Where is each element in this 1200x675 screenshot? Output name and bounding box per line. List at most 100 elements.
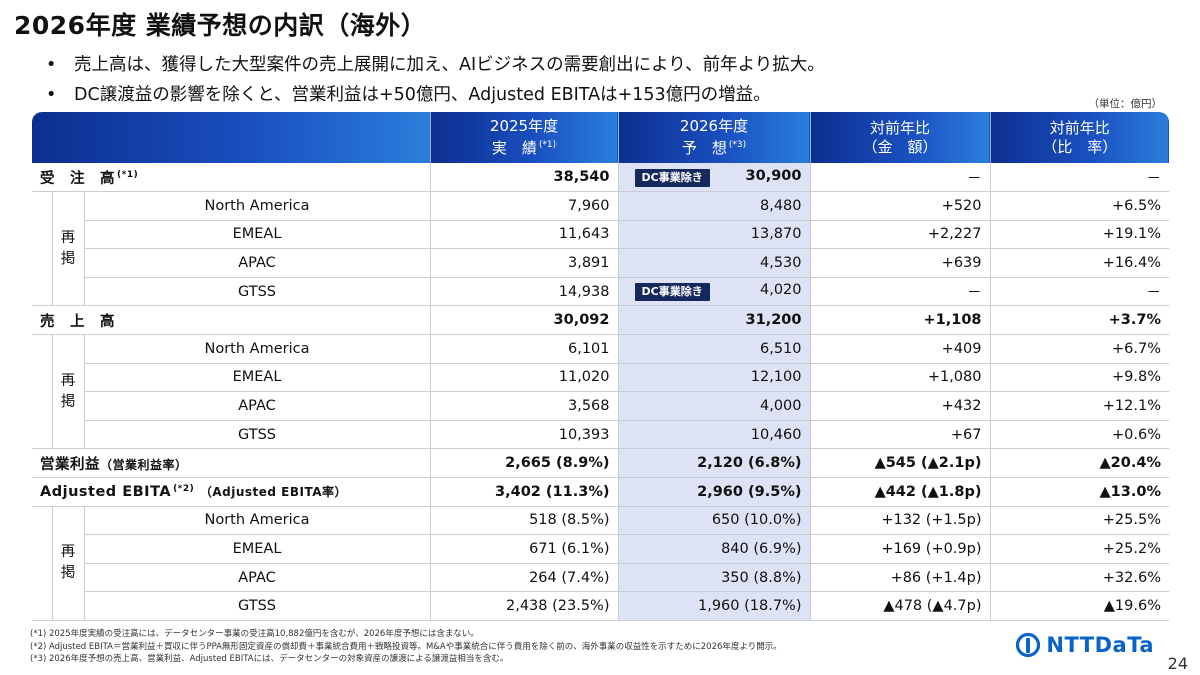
ntt-data-logo-icon <box>1016 632 1041 658</box>
page-title: 2026年度 業績予想の内訳（海外） <box>14 11 427 40</box>
indent-stub <box>32 191 52 307</box>
logo-text: NTTDaTa <box>1046 633 1154 657</box>
cell-value: 30,092 <box>429 305 618 336</box>
row-label-sales: 売 上 高 <box>32 305 430 336</box>
cell-value: 650 (10.0%) <box>617 506 811 536</box>
page-number: 24 <box>1167 654 1188 673</box>
cell-value: +86 (+1.4p) <box>810 563 990 593</box>
cell-value: 518 (8.5%) <box>429 506 618 536</box>
cell-value: － <box>810 277 990 307</box>
cell-value: 11,643 <box>429 220 618 250</box>
cell-value: DC事業除き 4,020 <box>617 277 811 307</box>
table-row: 再掲 North America 6,101 6,510 +409 +6.7% <box>32 334 1169 450</box>
cell-value: +169 (+0.9p) <box>810 534 990 564</box>
cell-value: +520 <box>810 191 990 221</box>
cell-value: 3,568 <box>429 391 618 421</box>
cell-value: DC事業除き 30,900 <box>617 163 811 193</box>
cell-value: +1,080 <box>810 363 990 393</box>
region-label: EMEAL <box>83 534 430 564</box>
cell-value: － <box>810 163 990 193</box>
cell-value: ▲545 (▲2.1p) <box>810 448 990 479</box>
footnote: (*1) 2025年度実績の受注高には、データセンター事業の受注高10,882億… <box>30 629 479 639</box>
cell-value: － <box>989 277 1169 307</box>
cell-value: ▲442 (▲1.8p) <box>810 477 990 507</box>
cell-value: 3,891 <box>429 248 618 278</box>
reposted-label: 再掲 <box>51 191 84 307</box>
cell-value: +6.7% <box>989 334 1169 364</box>
region-label: APAC <box>83 391 430 421</box>
region-label: GTSS <box>83 277 430 307</box>
cell-value: 13,870 <box>617 220 811 250</box>
cell-value: +2,227 <box>810 220 990 250</box>
cell-value: 6,101 <box>429 334 618 364</box>
table-row: APAC 3,891 4,530 +639 +16.4% <box>32 248 1169 278</box>
cell-value: 671 (6.1%) <box>429 534 618 564</box>
row-label-adjusted-ebita: Adjusted EBITA (*2) （Adjusted EBITA率） <box>32 477 430 507</box>
table-header-row: 2025年度 実 績 (*1) 2026年度 予 想 (*3) 対前年比 （金 額）… <box>32 112 1169 163</box>
bullet-item: 売上高は、獲得した大型案件の売上展開に加え、AIビジネスの需要創出により、前年よ… <box>46 50 825 80</box>
cell-value: +132 (+1.5p) <box>810 506 990 536</box>
cell-value: +25.5% <box>989 506 1169 536</box>
table-row-orders: 受 注 高 (*1) 38,540 DC事業除き 30,900 － － <box>32 163 1169 193</box>
cell-value: +409 <box>810 334 990 364</box>
cell-value: +12.1% <box>989 391 1169 421</box>
cell-value: +3.7% <box>989 305 1169 336</box>
table-row-operating-profit: 営業利益（営業利益率） 2,665 (8.9%) 2,120 (6.8%) ▲5… <box>32 448 1169 479</box>
cell-value: ▲19.6% <box>989 591 1169 621</box>
table-row: APAC 3,568 4,000 +432 +12.1% <box>32 391 1169 421</box>
cell-value: 1,960 (18.7%) <box>617 591 811 621</box>
cell-value: ▲13.0% <box>989 477 1169 507</box>
cell-value: +25.2% <box>989 534 1169 564</box>
cell-value: +6.5% <box>989 191 1169 221</box>
cell-value: 12,100 <box>617 363 811 393</box>
cell-value: － <box>989 163 1169 193</box>
row-label-operating-profit: 営業利益（営業利益率） <box>32 448 430 479</box>
cell-value: 840 (6.9%) <box>617 534 811 564</box>
region-label: APAC <box>83 563 430 593</box>
row-label-orders: 受 注 高 (*1) <box>32 163 430 193</box>
cell-value: 11,020 <box>429 363 618 393</box>
region-label: North America <box>83 334 430 364</box>
table-row: EMEAL 11,020 12,100 +1,080 +9.8% <box>32 363 1169 393</box>
table-row: EMEAL 671 (6.1%) 840 (6.9%) +169 (+0.9p)… <box>32 534 1169 564</box>
footnotes: (*1) 2025年度実績の受注高には、データセンター事業の受注高10,882億… <box>30 628 782 666</box>
cell-value: 8,480 <box>617 191 811 221</box>
table-row: GTSS 2,438 (23.5%) 1,960 (18.7%) ▲478 (▲… <box>32 591 1169 621</box>
cell-value: +1,108 <box>810 305 990 336</box>
region-label: GTSS <box>83 420 430 450</box>
header-yoy-ratio: 対前年比 （比 率） <box>989 112 1169 163</box>
cell-value: +639 <box>810 248 990 278</box>
cell-value: 2,960 (9.5%) <box>617 477 811 507</box>
dc-excluded-badge: DC事業除き <box>634 283 710 302</box>
cell-value: 38,540 <box>429 163 618 193</box>
footnote: (*3) 2026年度予想の売上高、営業利益、Adjusted EBITAには、… <box>30 654 509 664</box>
header-fy2026-forecast: 2026年度 予 想 (*3) <box>617 112 810 163</box>
table-row: GTSS 14,938 DC事業除き 4,020 － － <box>32 277 1169 307</box>
cell-value: 350 (8.8%) <box>617 563 811 593</box>
indent-stub <box>32 334 52 450</box>
cell-value: 2,438 (23.5%) <box>429 591 618 621</box>
cell-value: +16.4% <box>989 248 1169 278</box>
cell-value: +67 <box>810 420 990 450</box>
table-row-adjusted-ebita: Adjusted EBITA (*2) （Adjusted EBITA率） 3,4… <box>32 477 1169 507</box>
cell-value: 10,460 <box>617 420 811 450</box>
cell-value: 4,000 <box>617 391 811 421</box>
header-fy2025-actual: 2025年度 実 績 (*1) <box>429 112 618 163</box>
table-row-sales: 売 上 高 30,092 31,200 +1,108 +3.7% <box>32 305 1169 336</box>
table-row: GTSS 10,393 10,460 +67 +0.6% <box>32 420 1169 450</box>
cell-value: +432 <box>810 391 990 421</box>
cell-value: 14,938 <box>429 277 618 307</box>
cell-value: 10,393 <box>429 420 618 450</box>
dc-excluded-badge: DC事業除き <box>634 168 710 187</box>
table-row: EMEAL 11,643 13,870 +2,227 +19.1% <box>32 220 1169 250</box>
region-label: North America <box>83 506 430 536</box>
cell-value: 264 (7.4%) <box>429 563 618 593</box>
cell-value: 6,510 <box>617 334 811 364</box>
cell-value: ▲20.4% <box>989 448 1169 479</box>
cell-value: 7,960 <box>429 191 618 221</box>
indent-stub <box>32 506 52 622</box>
cell-value: 31,200 <box>617 305 811 336</box>
region-label: EMEAL <box>83 363 430 393</box>
header-blank <box>32 112 430 163</box>
cell-value: 2,665 (8.9%) <box>429 448 618 479</box>
